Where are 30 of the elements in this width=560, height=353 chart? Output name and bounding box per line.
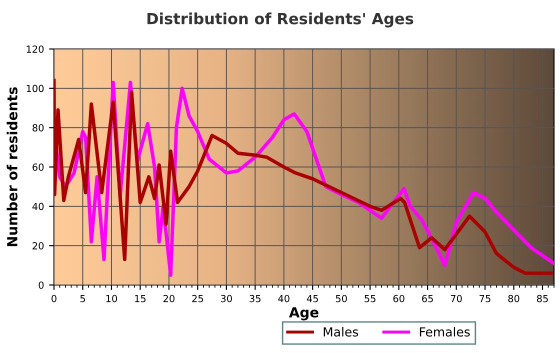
chart-title: Distribution of Residents' Ages (147, 12, 414, 28)
x-tick-label: 15 (135, 295, 146, 302)
x-tick-label: 50 (336, 294, 347, 302)
x-tick-label: 25 (192, 294, 204, 302)
x-tick-label: 60 (393, 294, 404, 302)
x-tick-label: 10 (106, 294, 118, 302)
y-tick-label: 20 (32, 242, 44, 250)
x-tick-label: 35 (250, 294, 260, 302)
x-tick-label: 65 (422, 294, 433, 302)
y-tick-label: 120 (26, 45, 44, 53)
x-tick-label: 55 (364, 295, 376, 302)
legend-label: Females (420, 326, 470, 337)
x-tick-label: 5 (80, 295, 85, 302)
legend-label: Males (324, 326, 358, 337)
x-tick-label: 45 (306, 295, 318, 302)
y-tick-label: 80 (32, 124, 44, 132)
x-tick-label: 75 (480, 295, 490, 302)
y-axis-title: Number of residents (6, 87, 18, 246)
x-tick-label: 85 (536, 294, 548, 302)
x-axis-title: Age (289, 307, 318, 320)
x-tick-label: 40 (278, 294, 290, 302)
x-tick-label: 20 (163, 294, 174, 302)
x-tick-label: 80 (508, 294, 520, 302)
y-tick-label: 100 (26, 84, 44, 92)
y-tick-label: 40 (32, 202, 44, 210)
x-tick-label: 70 (450, 294, 462, 302)
y-tick-label: 0 (38, 281, 44, 289)
y-tick-label: 60 (32, 163, 44, 171)
x-tick-label: 30 (220, 294, 232, 302)
x-tick-label: 0 (52, 294, 56, 302)
